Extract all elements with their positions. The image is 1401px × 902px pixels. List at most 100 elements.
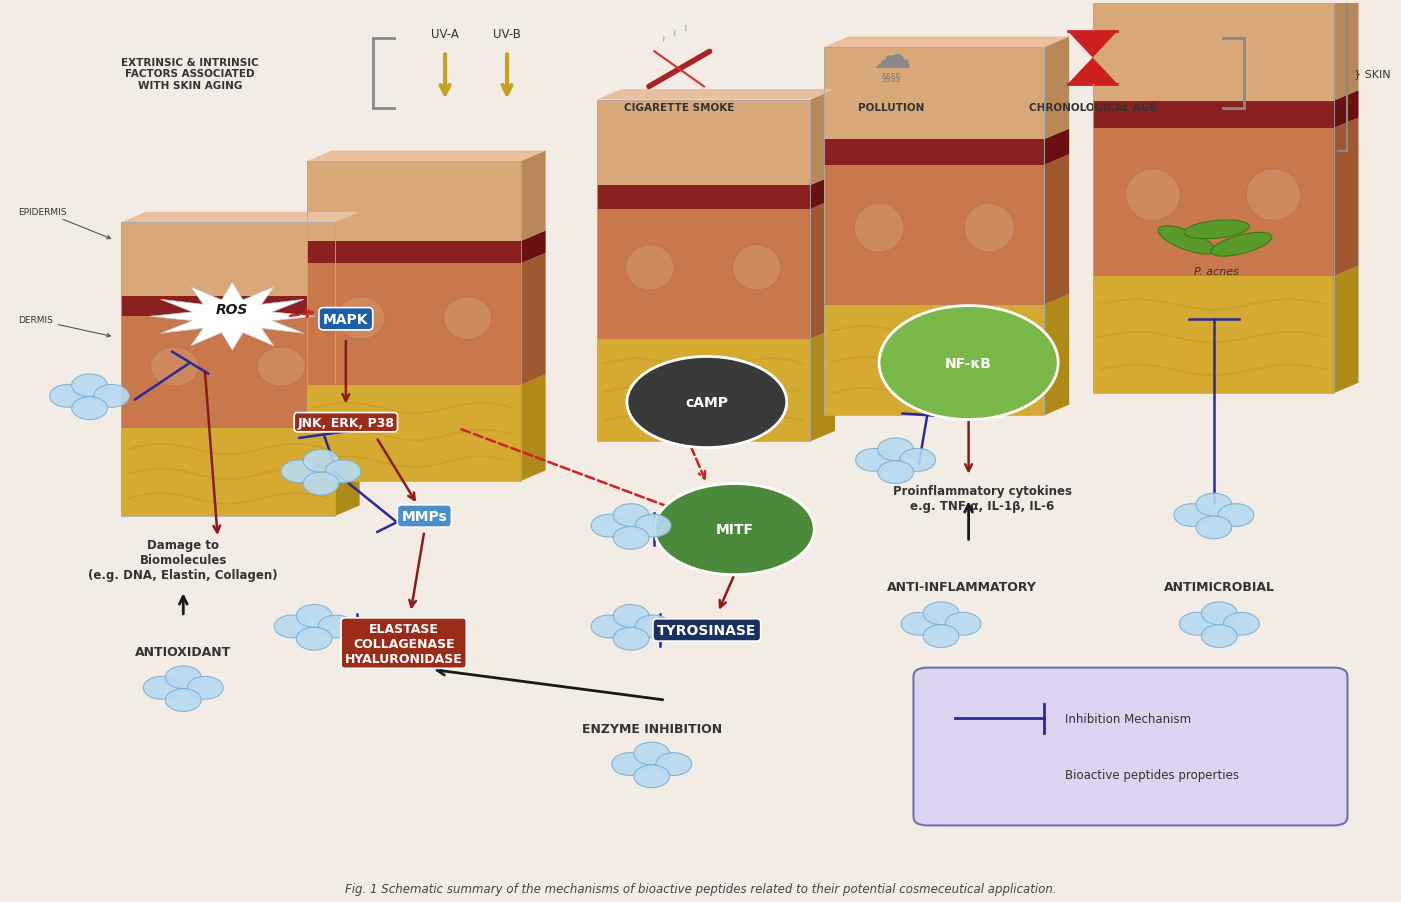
Ellipse shape (1210, 233, 1272, 257)
Circle shape (633, 765, 670, 787)
Circle shape (282, 460, 317, 483)
Circle shape (325, 460, 361, 483)
Circle shape (49, 385, 85, 408)
Circle shape (1196, 493, 1231, 517)
Circle shape (165, 689, 202, 712)
Text: UV-A: UV-A (432, 28, 460, 41)
Text: cAMP: cAMP (685, 396, 729, 410)
Polygon shape (307, 264, 521, 385)
Text: ANTIMICROBIAL: ANTIMICROBIAL (1164, 580, 1275, 593)
Polygon shape (810, 199, 835, 339)
Ellipse shape (654, 484, 814, 575)
Circle shape (71, 374, 108, 397)
Circle shape (958, 759, 995, 783)
Text: Damage to
Biomolecules
(e.g. DNA, Elastin, Collagen): Damage to Biomolecules (e.g. DNA, Elasti… (88, 538, 277, 582)
Polygon shape (335, 307, 360, 428)
Polygon shape (335, 418, 360, 517)
Circle shape (1217, 504, 1254, 527)
Circle shape (1174, 504, 1209, 527)
Text: ≀: ≀ (682, 23, 686, 33)
Text: ENZYME INHIBITION: ENZYME INHIBITION (581, 723, 722, 736)
Polygon shape (1334, 266, 1359, 394)
Circle shape (591, 515, 626, 538)
Polygon shape (597, 186, 810, 210)
Ellipse shape (1125, 170, 1180, 221)
Circle shape (614, 504, 649, 527)
Text: NF-κB: NF-κB (946, 356, 992, 370)
Circle shape (946, 612, 981, 636)
Polygon shape (1044, 38, 1069, 140)
Ellipse shape (626, 357, 787, 448)
Ellipse shape (1245, 170, 1300, 221)
Circle shape (1003, 759, 1040, 783)
Text: UV-B: UV-B (493, 28, 521, 41)
Text: EPIDERMIS: EPIDERMIS (18, 207, 111, 240)
Polygon shape (307, 385, 521, 482)
Circle shape (143, 676, 179, 699)
Polygon shape (335, 286, 360, 317)
Polygon shape (1044, 295, 1069, 416)
Ellipse shape (258, 347, 305, 387)
Text: MITF: MITF (716, 522, 754, 537)
Polygon shape (307, 161, 521, 242)
Text: ≀: ≀ (661, 33, 664, 43)
Polygon shape (810, 175, 835, 210)
Polygon shape (824, 306, 1044, 416)
Circle shape (165, 667, 202, 689)
Circle shape (899, 449, 936, 472)
Circle shape (981, 772, 1017, 795)
Circle shape (614, 527, 649, 549)
Ellipse shape (855, 204, 904, 253)
Polygon shape (307, 152, 545, 161)
Text: ☁: ☁ (871, 38, 911, 76)
Circle shape (633, 742, 670, 765)
Polygon shape (122, 297, 335, 317)
Polygon shape (824, 140, 1044, 166)
Polygon shape (1093, 102, 1334, 129)
Circle shape (296, 605, 332, 628)
Circle shape (94, 385, 129, 408)
Polygon shape (122, 223, 335, 297)
Circle shape (1202, 603, 1237, 625)
Circle shape (296, 628, 332, 650)
Circle shape (635, 615, 671, 638)
Circle shape (635, 515, 671, 538)
Circle shape (275, 615, 310, 638)
Circle shape (656, 753, 692, 776)
Ellipse shape (733, 245, 780, 290)
Polygon shape (150, 283, 315, 351)
Polygon shape (122, 428, 335, 517)
Circle shape (318, 615, 354, 638)
FancyBboxPatch shape (913, 667, 1348, 825)
Polygon shape (1093, 0, 1359, 5)
Text: POLLUTION: POLLUTION (859, 103, 925, 113)
Polygon shape (810, 329, 835, 442)
Circle shape (612, 753, 647, 776)
Ellipse shape (150, 347, 199, 387)
Text: CHRONOLOGICAL AGE: CHRONOLOGICAL AGE (1028, 103, 1156, 113)
Polygon shape (824, 166, 1044, 306)
Polygon shape (521, 375, 545, 482)
Polygon shape (521, 231, 545, 264)
Polygon shape (1044, 155, 1069, 306)
Text: TYROSINASE: TYROSINASE (657, 623, 757, 637)
Polygon shape (824, 38, 1069, 48)
Text: MAPK: MAPK (324, 312, 368, 327)
Circle shape (614, 628, 649, 650)
Polygon shape (122, 213, 360, 223)
Text: } SKIN: } SKIN (1355, 69, 1391, 78)
Ellipse shape (964, 204, 1014, 253)
Circle shape (1196, 517, 1231, 539)
Polygon shape (1068, 32, 1118, 59)
Circle shape (1223, 612, 1259, 636)
Polygon shape (335, 213, 360, 297)
Circle shape (923, 603, 958, 625)
Polygon shape (1334, 118, 1359, 277)
Circle shape (981, 750, 1017, 772)
Ellipse shape (336, 298, 385, 340)
Text: Inhibition Mechanism: Inhibition Mechanism (1065, 713, 1191, 725)
Text: ANTI-INFLAMMATORY: ANTI-INFLAMMATORY (887, 580, 1037, 593)
Circle shape (71, 397, 108, 420)
Circle shape (1202, 625, 1237, 648)
Text: ROS: ROS (216, 303, 248, 317)
